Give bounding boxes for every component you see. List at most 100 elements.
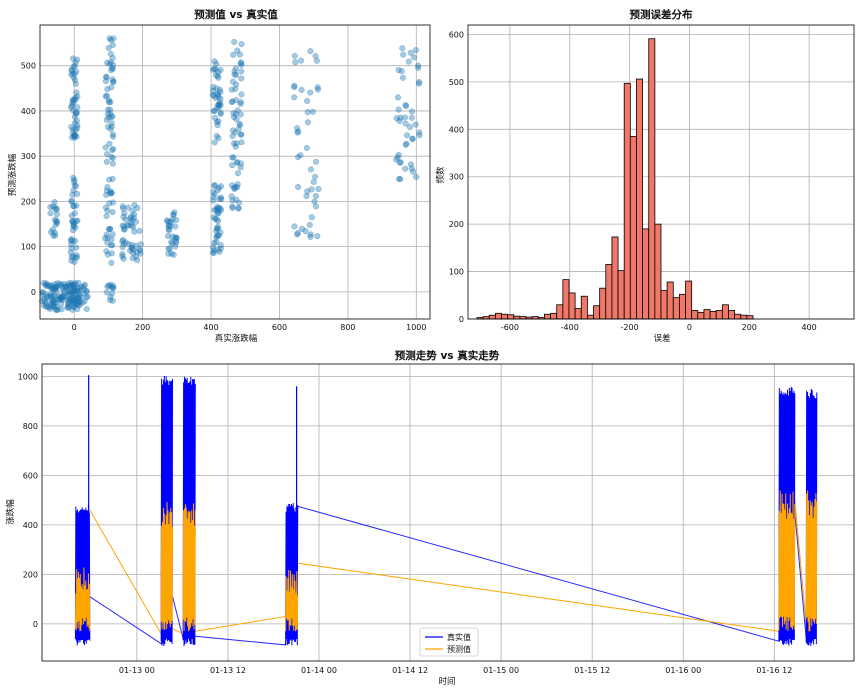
scatter-point: [399, 45, 406, 52]
scatter-point: [236, 199, 243, 206]
scatter-point: [304, 97, 311, 104]
scatter-point: [238, 139, 245, 146]
scatter-point: [229, 162, 236, 169]
scatter-point: [121, 210, 128, 217]
scatter-point: [74, 217, 81, 224]
scatter-point: [83, 288, 90, 295]
scatter-point: [131, 211, 138, 218]
legend-label: 真实值: [447, 632, 471, 642]
scatter-point: [104, 184, 111, 191]
scatter-point: [137, 241, 144, 248]
scatter-x-tick-label: 800: [340, 323, 355, 332]
trend-x-tick-label: 01-13 00: [119, 666, 155, 675]
scatter-point: [298, 57, 305, 64]
scatter-point: [107, 50, 114, 57]
pred-series-segment: [160, 502, 174, 630]
scatter-point: [106, 35, 113, 42]
histogram-panel: 预测误差分布 误差 频数 -600 -400 -200 0 200 400 0 100 200 3…: [435, 8, 855, 344]
trend-y-tick-label: 200: [23, 570, 38, 579]
scatter-x-tick-label: 600: [272, 323, 287, 332]
hist-x-tick-label: 200: [742, 323, 757, 332]
scatter-point: [120, 255, 127, 262]
scatter-point: [303, 144, 310, 151]
trend-x-tick-label: 01-16 00: [665, 666, 701, 675]
scatter-point: [234, 170, 242, 177]
scatter-point: [232, 110, 239, 117]
scatter-point: [395, 66, 402, 74]
scatter-point: [211, 191, 218, 198]
scatter-point: [217, 66, 224, 74]
scatter-point: [102, 235, 109, 242]
scatter-point: [78, 293, 85, 300]
histogram-bar: [636, 78, 643, 320]
scatter-ylabel: 预测涨跌幅: [7, 153, 18, 196]
scatter-point: [163, 217, 171, 224]
scatter-point: [109, 41, 116, 49]
scatter-point: [397, 159, 404, 166]
trend-x-tick-label: 01-13 12: [210, 666, 246, 675]
scatter-point: [308, 186, 315, 193]
scatter-point: [314, 86, 322, 93]
scatter-point: [71, 132, 78, 140]
scatter-point: [211, 65, 218, 73]
histogram-bar: [746, 315, 754, 320]
hist-y-tick-label: 500: [449, 78, 464, 87]
scatter-point: [217, 194, 225, 201]
scatter-point: [132, 218, 139, 225]
scatter-point: [102, 204, 109, 211]
scatter-point: [102, 93, 109, 100]
scatter-point: [39, 289, 46, 296]
scatter-point: [402, 141, 409, 148]
scatter-point: [102, 144, 109, 151]
scatter-point: [71, 258, 78, 265]
legend-label: 预测值: [447, 644, 471, 654]
scatter-point: [120, 213, 127, 220]
histogram-xlabel: 误差: [653, 333, 670, 344]
scatter-point: [234, 107, 241, 114]
scatter-point: [400, 51, 407, 58]
hist-x-tick-label: 0: [687, 323, 692, 332]
scatter-point: [229, 133, 236, 140]
scatter-point: [53, 306, 60, 313]
scatter-point: [413, 173, 420, 181]
scatter-point: [211, 139, 218, 146]
histogram-bar: [685, 280, 693, 320]
hist-x-tick-label: 400: [801, 323, 816, 332]
scatter-point: [416, 132, 423, 139]
scatter-point: [230, 51, 237, 58]
scatter-point: [217, 95, 224, 102]
scatter-point: [72, 80, 79, 87]
scatter-point: [108, 113, 115, 121]
scatter-point: [50, 232, 57, 239]
histogram-bar: [740, 314, 748, 320]
histogram-bar: [513, 315, 521, 320]
scatter-point: [106, 176, 113, 183]
scatter-point: [125, 204, 132, 211]
scatter-point: [84, 293, 91, 300]
scatter-point: [81, 281, 88, 288]
scatter-point: [71, 119, 78, 127]
scatter-point: [68, 123, 75, 131]
scatter-y-tick-label: 0: [31, 288, 36, 297]
scatter-point: [70, 107, 77, 114]
scatter-point: [173, 239, 180, 246]
scatter-point: [298, 225, 306, 232]
scatter-point: [69, 55, 77, 62]
scatter-point: [107, 297, 114, 304]
scatter-point: [310, 178, 317, 185]
scatter-point: [238, 68, 245, 75]
scatter-point: [165, 232, 172, 240]
histogram-bar: [623, 82, 631, 320]
scatter-point: [107, 293, 114, 300]
scatter-panel: 预测值 vs 真实值 真实涨跌幅 预测涨跌幅 0 200 400 600 800 1000…: [7, 8, 431, 344]
scatter-point: [213, 85, 220, 92]
scatter-point: [50, 285, 57, 292]
scatter-point: [68, 197, 75, 205]
histogram-bar: [666, 281, 674, 320]
scatter-point: [103, 289, 110, 296]
scatter-point: [110, 133, 117, 140]
scatter-point: [109, 231, 116, 238]
scatter-point: [213, 132, 220, 140]
scatter-point: [108, 84, 115, 91]
histogram-ylabel: 频数: [435, 166, 446, 184]
